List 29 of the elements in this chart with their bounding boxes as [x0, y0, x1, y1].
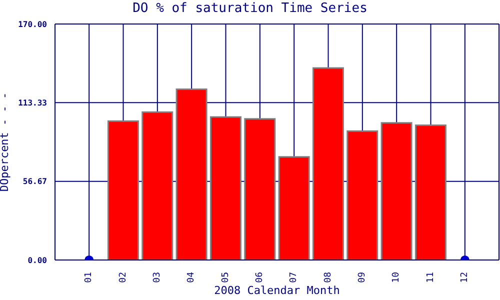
bar	[278, 156, 310, 260]
x-tick-label: 04	[186, 272, 197, 283]
x-tick-label: 02	[118, 272, 128, 283]
bar	[142, 111, 174, 260]
x-tick-label: 07	[289, 272, 300, 283]
x-tick-label: 09	[357, 272, 368, 283]
x-tick-label: 01	[84, 272, 94, 283]
x-tick-label: 08	[323, 272, 334, 283]
y-tick-label: 56.67	[22, 177, 48, 186]
y-tick-label: 170.00	[18, 20, 48, 29]
x-axis-title: 2008 Calendar Month	[214, 284, 340, 297]
x-tick-label: 10	[392, 272, 402, 283]
y-tick-label: 113.33	[18, 98, 48, 108]
x-tick-label: 12	[460, 272, 470, 283]
bar	[346, 130, 378, 260]
x-tick-label: 03	[152, 272, 162, 283]
bar	[312, 67, 344, 260]
bar	[414, 124, 446, 260]
y-axis-title: DOpercent - - -	[0, 92, 11, 192]
bar	[176, 88, 208, 260]
bar	[210, 116, 242, 260]
bar	[380, 122, 412, 260]
x-tick-label: 06	[254, 272, 265, 283]
chart-title: DO % of saturation Time Series	[132, 0, 368, 18]
x-tick-label: 11	[426, 272, 436, 283]
y-tick-label: 0.00	[28, 256, 48, 265]
bar	[107, 120, 139, 260]
bar	[244, 118, 276, 260]
x-tick-label: 05	[220, 272, 231, 283]
